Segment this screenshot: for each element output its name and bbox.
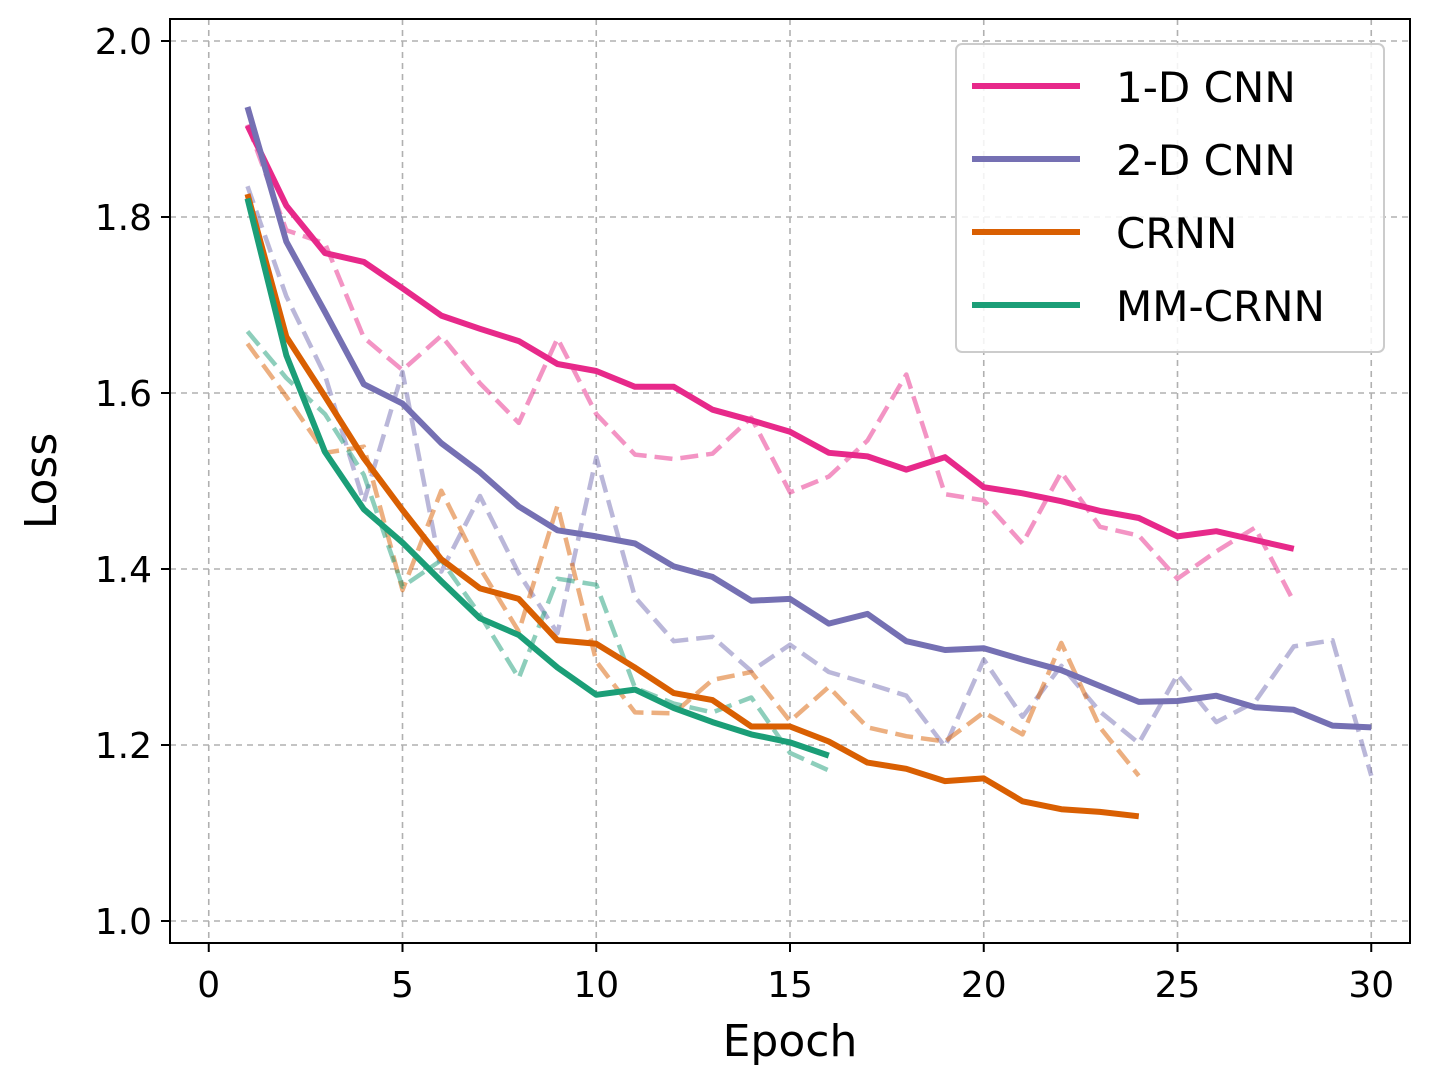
x-tick-label: 10 [573,965,619,1006]
series-2-d-cnn-solid-line [244,106,1372,731]
series-mm-crnn-solid-line [244,197,830,759]
series-crnn-solid-line [244,193,1140,820]
legend-label-crnn: CRNN [1116,209,1237,258]
series-crnn-dashed-line [245,342,1141,778]
series-1-d-cnn-solid-line [244,124,1295,552]
legend: 1-D CNN 2-D CNN CRNN MM-CRNN [955,43,1385,353]
y-axis-label: Loss [16,433,67,530]
x-tick-label: 25 [1155,965,1201,1006]
y-tick-label: 1.8 [95,198,152,239]
y-tick-label: 2.0 [95,22,152,63]
y-tick-label: 1.6 [95,374,152,415]
x-tick-label: 0 [197,965,220,1006]
y-tick-label: 1.0 [95,902,152,943]
series-2-d-cnn-dashed-line [245,185,1374,777]
x-tick-label: 20 [961,965,1007,1006]
legend-label-1-d-cnn: 1-D CNN [1116,63,1296,112]
x-tick-label: 5 [391,965,414,1006]
x-tick-label: 30 [1348,965,1394,1006]
legend-label-2-d-cnn: 2-D CNN [1116,136,1296,185]
series-lines [244,106,1374,820]
y-tick-label: 1.4 [95,550,152,591]
series-1-d-cnn-dashed-line [245,123,1296,603]
y-tick-label: 1.2 [95,726,152,767]
x-tick-label: 15 [767,965,813,1006]
x-axis-label: Epoch [723,1016,858,1067]
series-mm-crnn-dashed-line [245,329,830,773]
legend-box [955,43,1385,353]
legend-label-mm-crnn: MM-CRNN [1116,282,1325,331]
axis-ticks: 0 5 10 15 20 25 30 1.0 1.2 1.4 1.6 1.8 2.0 [95,22,1394,1006]
